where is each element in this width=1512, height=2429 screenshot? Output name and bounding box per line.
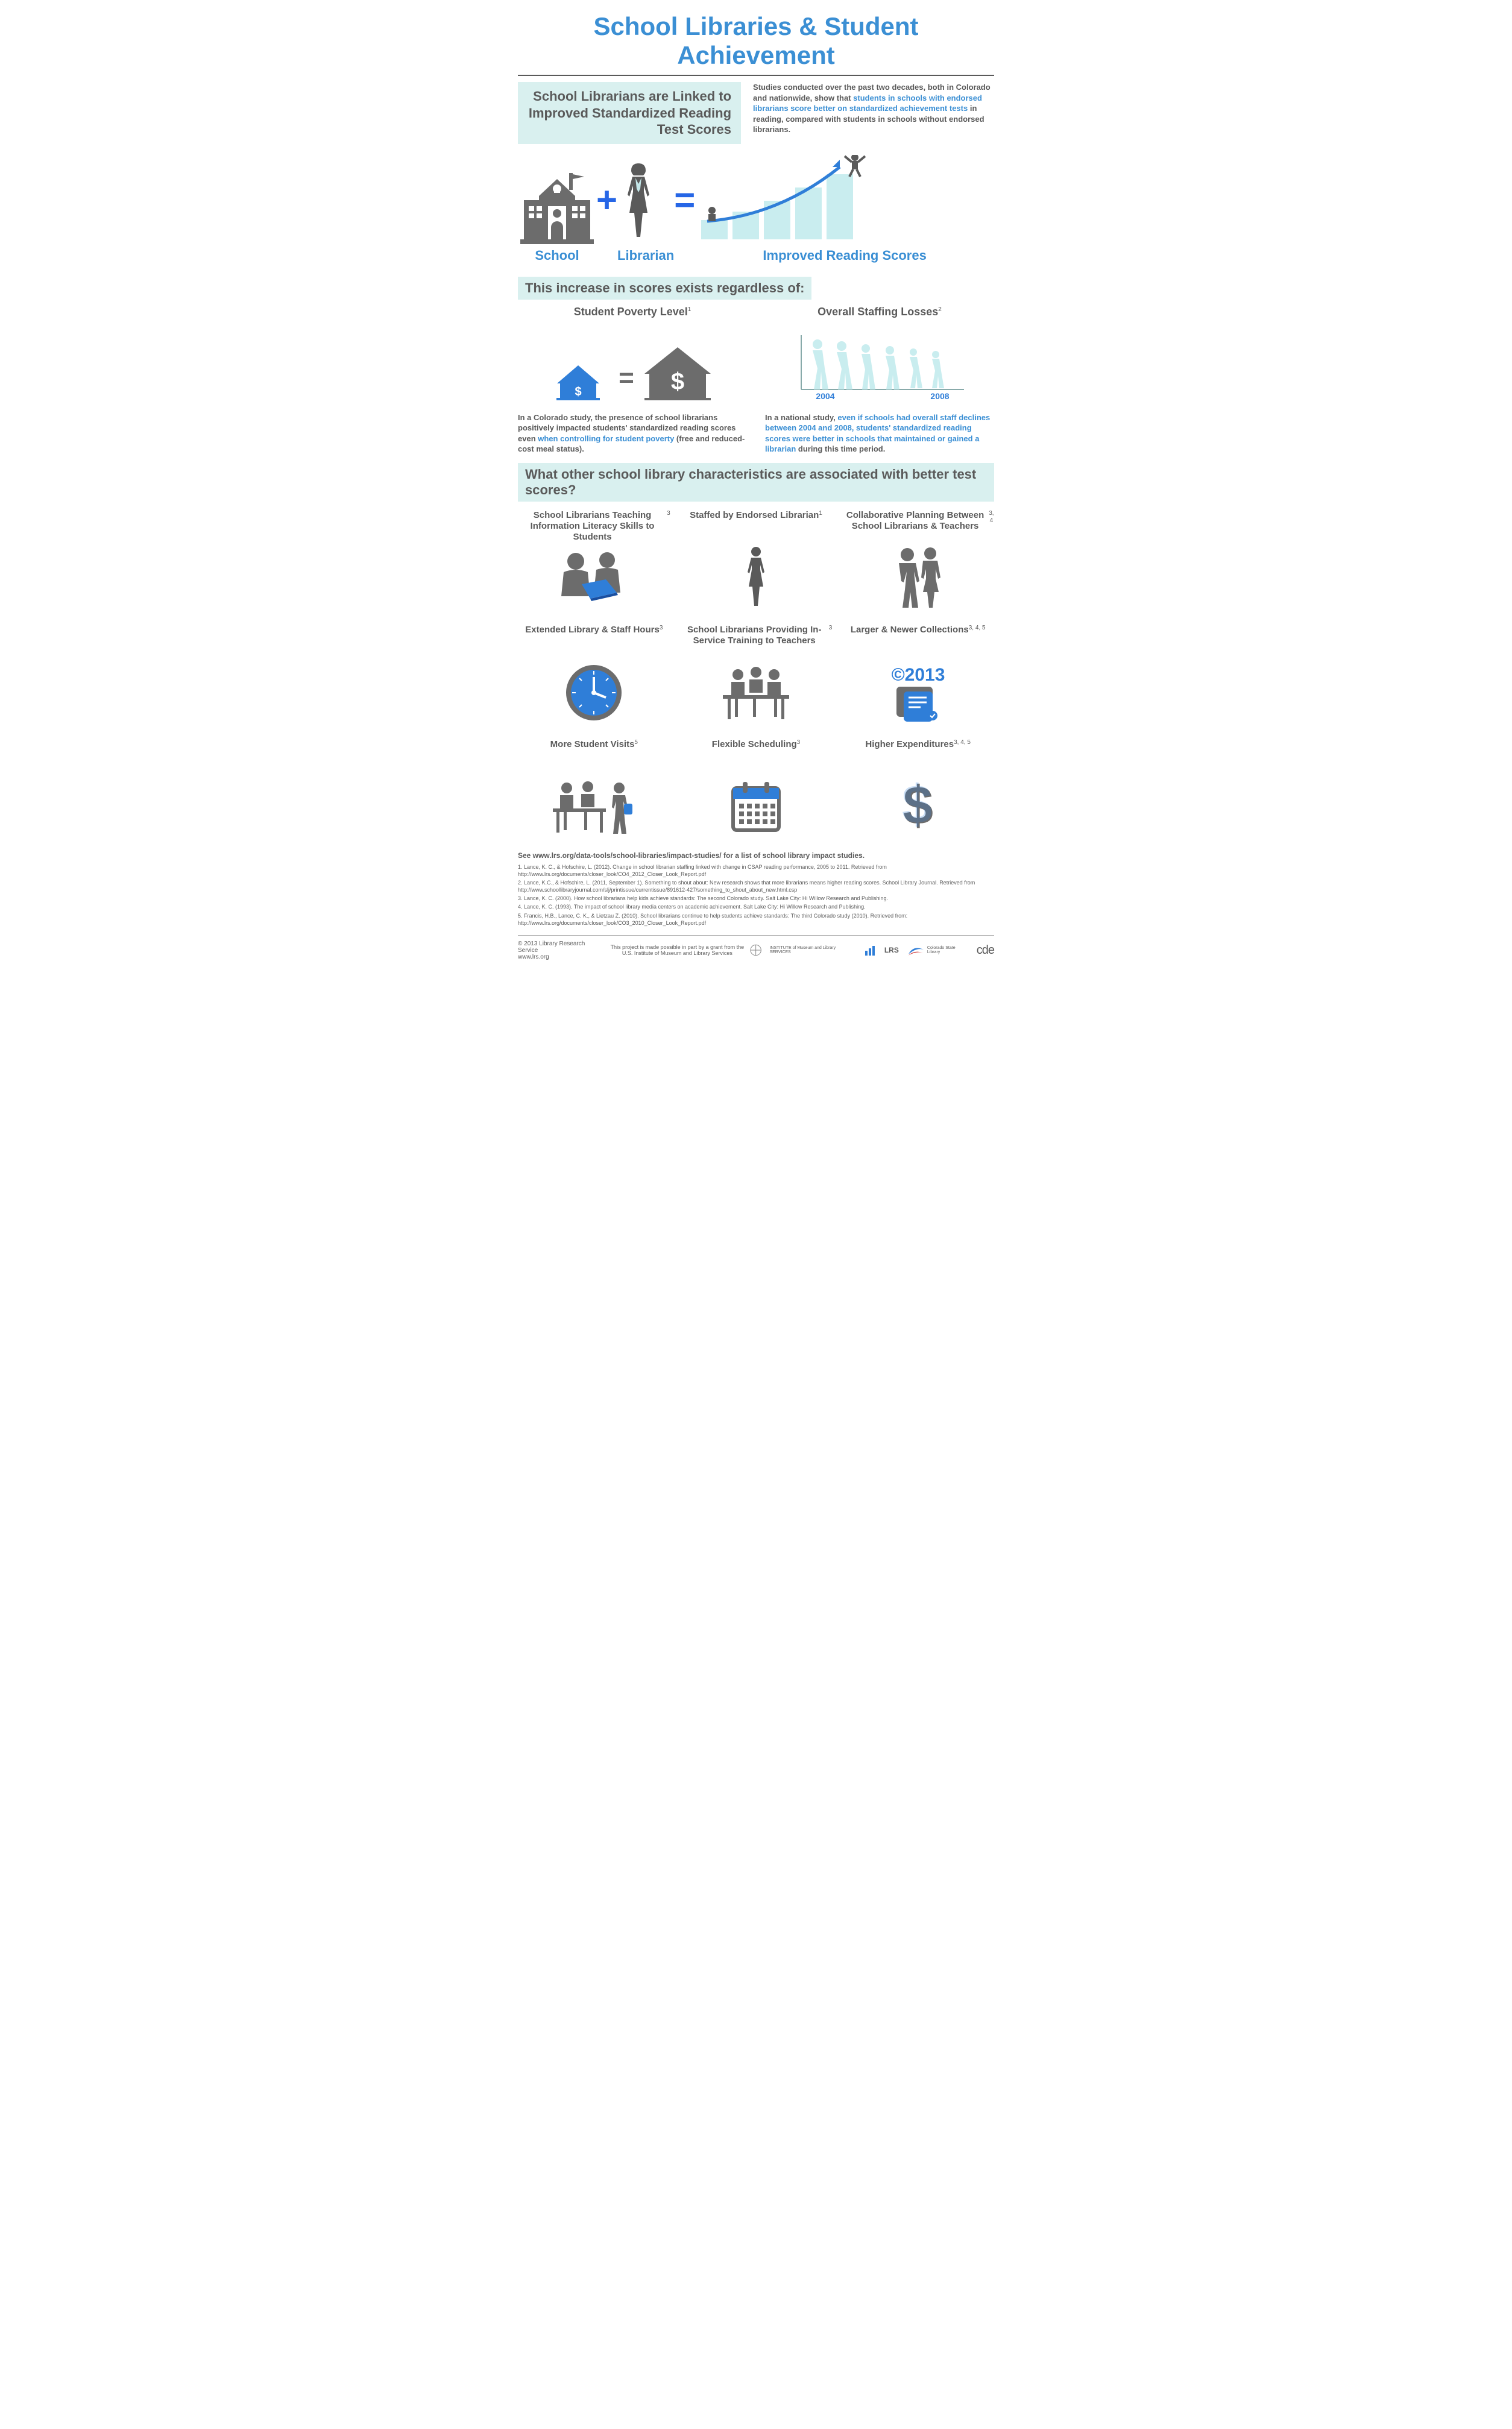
school-label: School [518,248,596,263]
svg-text:$: $ [902,777,932,835]
char-endorsed: Staffed by Endorsed Librarian1 [680,510,833,611]
ref-3: 3. Lance, K. C. (2000). How school libra… [518,895,994,902]
staffing-chart-icon: 2004 2008 [789,329,970,402]
char-expenditures: Higher Expenditures3, 4, 5 $$ [842,739,994,840]
equals-icon: = [674,179,695,221]
calendar-icon [726,777,786,837]
staffing-column: Overall Staffing Losses2 2004 2008 In a … [765,306,994,455]
ref-1: 1. Lance, K. C., & Hofschire, L. (2012).… [518,863,994,878]
char-training: School Librarians Providing In-Service T… [680,625,833,726]
librarian-icon [617,161,660,245]
subtitle: School Librarians are Linked to Improved… [518,82,741,144]
year-2004-label: 2004 [816,391,834,401]
footer-copyright: © 2013 Library Research Service www.lrs.… [518,940,605,960]
char-scheduling: Flexible Scheduling3 [680,739,833,840]
references: 1. Lance, K. C., & Hofschire, L. (2012).… [518,863,994,927]
svg-text:$: $ [671,368,684,395]
poverty-column: Student Poverty Level1 $ = $ In a Colora… [518,306,747,455]
librarian-small-icon [741,545,771,611]
svg-text:©2013: ©2013 [891,665,945,685]
char-collaborative: Collaborative Planning Between School Li… [842,510,994,611]
logo-cde: cde [977,944,994,957]
equation-result: Improved Reading Scores [695,155,994,263]
table-group-icon [711,663,801,723]
people-laptop-icon [552,548,636,608]
school-icon [518,173,596,245]
regardless-heading: This increase in scores exists regardles… [518,277,811,300]
footer-grant: This project is made possible in part by… [605,944,749,956]
svg-text:$: $ [575,385,581,399]
intro-text: Studies conducted over the past two deca… [753,82,994,144]
poverty-text: In a Colorado study, the presence of sch… [518,412,747,455]
staffing-title: Overall Staffing Losses2 [765,306,994,318]
poverty-title: Student Poverty Level1 [518,306,747,318]
char-collections: Larger & Newer Collections3, 4, 5 ©2013 [842,625,994,726]
ref-4: 4. Lance, K. C. (1993). The impact of sc… [518,903,994,910]
main-title: School Libraries & Student Achievement [518,12,994,70]
ref-2: 2. Lance, K.C., & Hofschire, L. (2011, S… [518,879,994,893]
two-people-icon [882,545,954,611]
subtitle-row: School Librarians are Linked to Improved… [518,82,994,144]
staffing-text: In a national study, even if schools had… [765,412,994,455]
see-link: See www.lrs.org/data-tools/school-librar… [518,851,994,860]
footer: © 2013 Library Research Service www.lrs.… [518,935,994,960]
year-2008-label: 2008 [930,391,949,401]
footer-logos: INSTITUTE of Museum and Library SERVICES… [749,944,994,957]
logo-imls: INSTITUTE of Museum and Library SERVICES [749,944,855,957]
clock-icon [564,663,624,723]
svg-text:=: = [619,363,634,392]
title-divider [518,75,994,76]
librarian-label: Librarian [617,248,674,263]
logo-csl: Colorado State Library [907,944,968,957]
dollar-icon: $$ [894,777,942,837]
ref-5: 5. Francis, H.B., Lance, C. K., & Lietza… [518,912,994,927]
logo-lrs: LRS [864,944,899,957]
char-teaching: School Librarians Teaching Information L… [518,510,670,611]
equation-librarian: Librarian [617,161,674,263]
poverty-houses-icon: $ = $ [548,329,717,402]
char-hours: Extended Library & Staff Hours3 [518,625,670,726]
equation-school: School [518,173,596,263]
char-visits: More Student Visits5 [518,739,670,840]
result-label: Improved Reading Scores [695,248,994,263]
collections-icon: ©2013 [876,663,960,723]
bar-chart-icon [695,155,876,245]
regardless-columns: Student Poverty Level1 $ = $ In a Colora… [518,306,994,455]
equation-row: School + Librarian = [518,155,994,263]
characteristics-heading: What other school library characteristic… [518,463,994,502]
characteristics-grid: School Librarians Teaching Information L… [518,510,994,840]
student-visits-icon [546,777,642,837]
plus-icon: + [596,179,617,221]
